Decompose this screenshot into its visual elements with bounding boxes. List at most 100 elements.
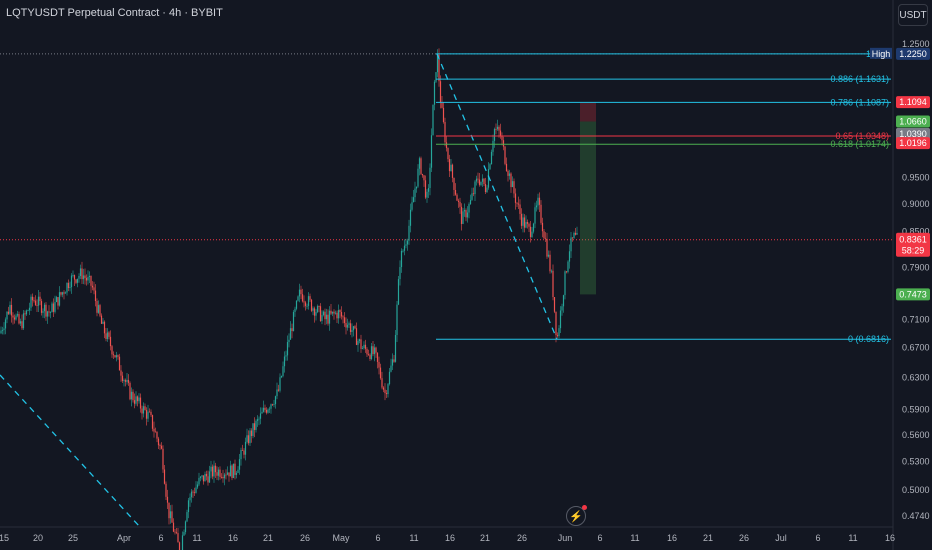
candle-body (120, 370, 122, 376)
candle-body (498, 126, 500, 131)
candle-body (474, 181, 476, 195)
candle-body (147, 411, 149, 419)
candle-body (42, 311, 44, 313)
position-target-zone (580, 121, 596, 295)
candle-body (13, 317, 16, 320)
fib-level-label: 0 (0.6816) (848, 334, 889, 344)
candle-body (81, 268, 83, 280)
candle-body (415, 186, 418, 189)
candle-body (73, 275, 76, 280)
candle-body (534, 207, 536, 224)
candle-body (307, 296, 310, 306)
time-tick-label: 26 (300, 533, 310, 543)
candle-body (511, 181, 514, 188)
candle-body (177, 533, 179, 543)
candle-body (340, 312, 343, 317)
price-tick-label: 0.5900 (902, 404, 930, 414)
candle-body (106, 332, 109, 339)
price-badge: 0.7473 (899, 289, 927, 299)
candle-body (30, 296, 32, 308)
candle-body (231, 465, 233, 479)
candle-body (355, 328, 358, 345)
candle-body (487, 169, 490, 188)
candle-body (181, 535, 184, 550)
candle-body (520, 213, 523, 226)
candle-body (210, 466, 212, 472)
position-stop-zone (580, 102, 596, 122)
candle-body (67, 282, 70, 289)
candle-body (372, 346, 374, 355)
candle-body (7, 311, 10, 314)
candle-body (319, 306, 322, 321)
fib-level-label: 0.65 (1.0348) (835, 131, 889, 141)
candle-body (100, 315, 103, 324)
candle-body (190, 491, 193, 498)
candle-body (232, 463, 235, 479)
candle-body (330, 310, 332, 314)
candle-body (576, 232, 578, 235)
candle-body (289, 328, 292, 340)
candle-body (55, 297, 58, 303)
candle-body (79, 268, 82, 277)
time-tick-label: 16 (667, 533, 677, 543)
candle-body (399, 267, 401, 280)
candle-body (12, 315, 14, 318)
candle-body (565, 271, 568, 273)
candle-body (39, 296, 41, 302)
candle-body (235, 472, 238, 475)
candle-body (381, 378, 383, 388)
candle-body (138, 397, 140, 402)
candle-body (540, 204, 542, 223)
candle-body (202, 475, 205, 482)
candle-body (454, 189, 457, 195)
candle-body (312, 308, 314, 311)
candle-body (490, 151, 493, 165)
candle-body (513, 181, 515, 194)
fib-level-label: 0.618 (1.0174) (830, 139, 889, 149)
candle-body (366, 348, 368, 355)
candle-body (19, 321, 22, 324)
candle-body (133, 400, 136, 404)
candle-body (391, 359, 394, 366)
currency-button[interactable]: USDT (898, 4, 928, 26)
candle-body (63, 292, 65, 294)
candle-body (315, 312, 317, 316)
lightning-icon[interactable]: ⚡ (566, 505, 587, 526)
candle-body (9, 304, 11, 314)
candle-body (390, 365, 392, 372)
candle-body (145, 410, 148, 419)
candle-body (376, 352, 379, 362)
candle-body (304, 302, 307, 306)
candle-body (364, 344, 367, 349)
candle-body (301, 294, 304, 302)
candle-body (117, 355, 119, 357)
time-tick-label: 26 (739, 533, 749, 543)
candle-body (75, 279, 77, 283)
candle-body (559, 310, 562, 329)
candle-body (130, 391, 133, 400)
candle-body (408, 225, 410, 241)
candle-body (379, 367, 382, 379)
candle-body (70, 275, 73, 288)
candle-body (451, 164, 454, 178)
candle-body (37, 296, 40, 306)
candle-body (60, 292, 62, 295)
candle-body (558, 328, 560, 337)
candle-body (526, 222, 529, 224)
candle-body (561, 306, 563, 311)
candle-body (201, 475, 203, 477)
trend-line-left (0, 374, 141, 528)
candle-body (336, 312, 338, 319)
candle-body (66, 282, 68, 293)
candle-body (112, 354, 115, 356)
candle-body (99, 305, 101, 316)
candle-body (205, 473, 208, 477)
candle-body (541, 222, 544, 232)
candle-body (48, 311, 50, 313)
candle-body (298, 289, 301, 297)
candle-body (517, 203, 520, 205)
price-badge: 1.2250 (899, 49, 927, 59)
candle-body (321, 315, 323, 321)
price-badge-bg (896, 115, 930, 128)
